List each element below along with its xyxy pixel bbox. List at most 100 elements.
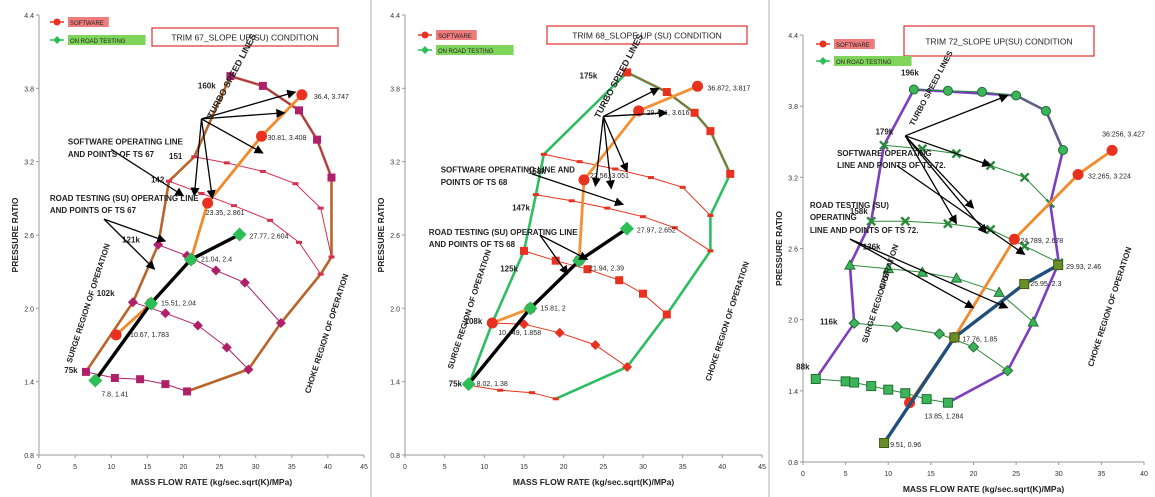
chart-title: TRIM 68_SLOPE UP (SU) CONDITION: [572, 31, 722, 41]
data-point-label: 15.81, 2: [540, 305, 565, 312]
speed-line-label: 158k: [528, 167, 546, 176]
road-operating-line: [467, 227, 628, 386]
surge-line: [467, 71, 629, 386]
y-tick-label: 1.4: [390, 380, 400, 387]
speed-line-label: 125k: [500, 265, 518, 274]
annotation-arrow: [603, 108, 668, 118]
x-tick-label: 40: [718, 464, 726, 471]
speed-line-label: 121k: [122, 235, 140, 244]
speed-point: [590, 340, 601, 350]
legend-marker: [53, 36, 61, 44]
x-tick-label: 30: [639, 464, 647, 471]
annotation-arrow: [849, 238, 975, 309]
y-tick-label: 2.6: [390, 233, 400, 240]
legend-label-bg: [436, 45, 514, 55]
annotation-text: CHOKE REGION OF OPERATION: [303, 272, 350, 394]
x-tick-label: 35: [1097, 471, 1105, 478]
data-point-label: 7.8, 1.41: [101, 391, 128, 398]
x-tick-label: 25: [1012, 471, 1020, 478]
annotation-arrow: [904, 135, 987, 234]
road-point: [88, 373, 103, 388]
road-point: [949, 332, 960, 343]
annotation-arrow: [103, 218, 156, 270]
x-tick-label: 15: [520, 464, 528, 471]
speed-point: [908, 84, 919, 95]
data-point-label: 27.77, 2.604: [250, 234, 289, 241]
speed-point: [662, 88, 671, 96]
chart-svg-trim-68: 0 5 10 15 20 25 30 35 40 45 0.8 1.4 2.0 2.6 3.2 3.8 4.4 M…: [376, 13, 766, 487]
annotation-arrow: [110, 148, 185, 197]
speed-point: [576, 160, 583, 164]
annotation-text: AND POINTS OF TS 67: [50, 206, 137, 215]
annotation-text: SURGE REGION OF OPERATION: [446, 248, 493, 370]
speed-point: [226, 72, 235, 81]
speed-point: [1027, 316, 1040, 327]
data-point-label: 24.789, 2.678: [1020, 238, 1063, 245]
speed-point: [160, 308, 171, 319]
x-tick-label: 5: [443, 464, 447, 471]
annotation-arrow: [602, 116, 629, 173]
y-tick-label: 0.8: [24, 453, 34, 460]
chart-title-box: [546, 25, 748, 45]
speed-point: [942, 85, 953, 96]
chart-panel-trim-67: 0 5 10 15 20 25 30 35 40 45 0.8 1.4 2.0 2.6 3.2 3.8 4.4 M…: [0, 0, 372, 497]
data-point-label: 21.04, 2.4: [201, 256, 232, 263]
speed-point: [921, 394, 932, 405]
data-point-label: 9.51, 0.96: [890, 442, 921, 449]
choke-line: [913, 88, 1065, 404]
x-tick-label: 45: [360, 464, 368, 471]
speed-point: [540, 152, 547, 156]
speed-point: [127, 297, 138, 308]
surge-line: [84, 75, 232, 373]
x-tick-label: 25: [599, 464, 607, 471]
speed-point: [292, 182, 299, 186]
speed-point: [671, 226, 678, 230]
annotation-text: OPERATING: [810, 213, 857, 222]
annotation-arrow: [103, 218, 167, 243]
speed-point: [317, 206, 324, 210]
annotation-text: ROAD TESTING (SU) OPERATING LINE: [50, 194, 199, 203]
speed-point: [1058, 145, 1069, 156]
legend-label-bg: [436, 30, 477, 40]
data-point-label: 30.81, 3.408: [268, 135, 307, 142]
speed-line-label: 196k: [901, 68, 919, 77]
speed-point: [726, 169, 735, 178]
chart-svg-trim-72: 0 5 10 15 20 25 30 35 40 0.8 1.4 2.0 2.6 3.2 3.8 4.4 MAS…: [774, 25, 1148, 494]
legend-label-bg: [68, 17, 109, 27]
annotation-arrow: [904, 135, 958, 225]
speed-point: [883, 384, 894, 395]
x-tick-label: 15: [927, 471, 935, 478]
speed-point: [706, 127, 715, 136]
speed-point: [848, 317, 860, 329]
software-point: [633, 105, 645, 117]
road-point: [183, 252, 198, 267]
speed-point: [210, 265, 221, 276]
speed-point: [879, 140, 889, 151]
speed-line: [468, 384, 556, 400]
legend-marker: [819, 57, 827, 65]
speed-line-label: 75k: [449, 380, 463, 389]
annotation-text: SOFTWARE OPERATING: [837, 149, 932, 158]
data-point-label: 21.94, 2.39: [589, 266, 624, 273]
speed-point: [623, 68, 632, 77]
speed-point: [866, 381, 877, 392]
annotation-arrow: [539, 234, 589, 261]
x-tick-label: 5: [73, 464, 77, 471]
data-point-label: 36.872, 3.817: [708, 85, 751, 92]
speed-point: [840, 376, 851, 387]
x-axis-label: MASS FLOW RATE (kg/sec.sqrt(K)/MPa): [903, 484, 1065, 494]
speed-point: [622, 362, 633, 372]
software-point: [256, 130, 268, 142]
x-tick-label: 10: [884, 471, 892, 478]
speed-line: [535, 194, 711, 252]
x-tick-label: 40: [1140, 471, 1148, 478]
annotation-arrow: [602, 116, 615, 190]
speed-point: [707, 249, 714, 253]
speed-point: [327, 173, 336, 182]
speed-point: [552, 397, 559, 401]
annotation-text: LINE AND POINTS OF TS 72.: [810, 226, 919, 235]
y-tick-label: 3.2: [24, 160, 34, 167]
chart-panel-trim-68: 0 5 10 15 20 25 30 35 40 45 0.8 1.4 2.0 2.6 3.2 3.8 4.4 M…: [372, 0, 770, 497]
speed-point: [967, 341, 980, 353]
annotation-arrow: [531, 173, 625, 207]
